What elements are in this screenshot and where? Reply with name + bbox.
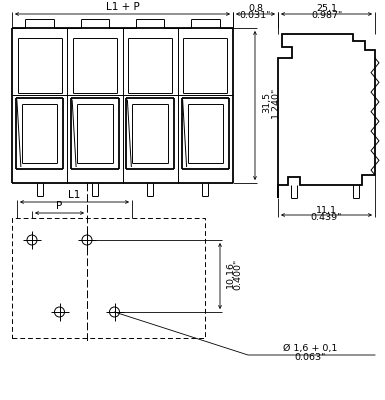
Text: 0.031": 0.031" bbox=[240, 12, 271, 20]
Text: 10,16: 10,16 bbox=[226, 260, 234, 288]
Text: L1 + P: L1 + P bbox=[105, 2, 139, 12]
Text: 0.987": 0.987" bbox=[311, 12, 342, 20]
Text: 25,1: 25,1 bbox=[316, 4, 337, 14]
Text: Ø 1,6 + 0,1: Ø 1,6 + 0,1 bbox=[283, 344, 337, 352]
Text: 0.400": 0.400" bbox=[233, 258, 243, 290]
Text: 11,1: 11,1 bbox=[316, 206, 337, 214]
Text: 31,5: 31,5 bbox=[263, 92, 271, 113]
Text: L1: L1 bbox=[68, 190, 81, 200]
Text: P: P bbox=[56, 201, 63, 211]
Text: 0,8: 0,8 bbox=[248, 4, 263, 14]
Bar bbox=[12, 218, 205, 338]
Text: 0.063": 0.063" bbox=[294, 352, 326, 362]
Text: 1.240": 1.240" bbox=[271, 87, 280, 118]
Text: 0.439": 0.439" bbox=[311, 214, 342, 222]
